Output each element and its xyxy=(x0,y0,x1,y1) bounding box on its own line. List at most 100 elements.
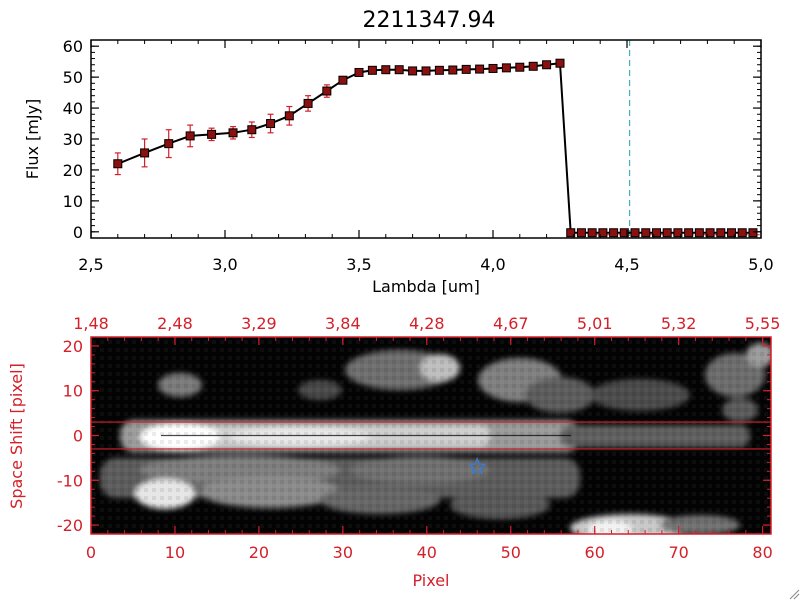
data-point xyxy=(641,228,651,238)
data-point xyxy=(475,64,485,74)
y-tick-label: 30 xyxy=(63,130,83,149)
wavelength-tick-label: 2,48 xyxy=(157,314,193,333)
pixel-tick-label: 50 xyxy=(501,543,521,562)
data-point xyxy=(228,128,238,138)
data-point xyxy=(694,228,704,238)
wavelength-top-axis: 1,48 2,48 3,29 3,84 4,28 4,67 5,01 5,32 5,55 xyxy=(73,314,780,345)
data-point xyxy=(662,228,672,238)
data-point xyxy=(448,65,458,75)
data-point xyxy=(684,228,694,238)
star-icon xyxy=(467,457,487,475)
data-point xyxy=(673,228,683,238)
data-point xyxy=(284,111,294,121)
data-point xyxy=(421,66,431,76)
data-point xyxy=(488,63,498,73)
data-point xyxy=(140,148,150,158)
space-shift-axis: -20 -10 0 10 20 xyxy=(57,336,771,535)
data-point xyxy=(716,228,726,238)
pixel-tick-label: 60 xyxy=(585,543,605,562)
pixel-tick-label: 30 xyxy=(333,543,353,562)
top-y-axis: 0 10 20 30 40 50 60 xyxy=(63,37,761,242)
data-point xyxy=(434,65,444,75)
pixel-tick-label: 80 xyxy=(752,543,772,562)
data-point xyxy=(542,60,552,70)
top-y-axis-label: Flux [mJy] xyxy=(23,99,42,180)
extraction-aperture xyxy=(91,421,771,450)
data-point xyxy=(576,228,586,238)
data-point xyxy=(381,65,391,75)
data-point xyxy=(528,61,538,71)
x-tick-label: 2,5 xyxy=(78,255,103,274)
y-tick-label: 20 xyxy=(63,161,83,180)
bottom-x-axis-label: Pixel xyxy=(412,571,449,590)
x-tick-label: 4,5 xyxy=(614,255,639,274)
data-point xyxy=(266,119,276,129)
spectrum-plot: 2,5 3,0 3,5 4,0 4,5 5,0 0 10 20 30 40 50 60 xyxy=(63,37,774,274)
wavelength-tick-label: 1,48 xyxy=(73,314,109,333)
bottom-y-axis-label: Space Shift [pixel] xyxy=(7,363,26,509)
data-point xyxy=(394,65,404,75)
data-point xyxy=(207,129,217,139)
data-point xyxy=(705,228,715,238)
resize-grip-icon[interactable] xyxy=(788,588,800,600)
wavelength-tick-label: 5,01 xyxy=(577,314,613,333)
x-tick-label: 4,0 xyxy=(480,255,505,274)
data-point xyxy=(354,67,364,77)
data-point xyxy=(113,159,123,169)
data-point xyxy=(748,228,758,238)
data-point xyxy=(515,62,525,72)
spectral-image-plot: 0 10 20 30 40 50 60 70 80 1,48 2,48 3,29 3,84 4,28 4,… xyxy=(57,314,781,562)
data-point xyxy=(566,228,576,238)
x-tick-label: 3,0 xyxy=(212,255,237,274)
shift-tick-label: -10 xyxy=(57,471,83,490)
source-star-marker xyxy=(467,457,487,475)
pixel-tick-label: 10 xyxy=(165,543,185,562)
data-point xyxy=(598,228,608,238)
shift-tick-label: 20 xyxy=(63,337,83,356)
spectral-image xyxy=(91,337,771,534)
top-x-axis: 2,5 3,0 3,5 4,0 4,5 5,0 xyxy=(78,40,774,274)
wavelength-tick-label: 5,32 xyxy=(661,314,697,333)
data-point xyxy=(727,228,737,238)
data-point xyxy=(185,131,195,141)
wavelength-tick-label: 4,28 xyxy=(409,314,445,333)
wavelength-tick-label: 5,55 xyxy=(745,314,781,333)
data-point xyxy=(619,228,629,238)
pixel-tick-label: 0 xyxy=(86,543,96,562)
y-tick-label: 10 xyxy=(63,192,83,211)
y-tick-label: 0 xyxy=(73,223,83,242)
chart-title: 2211347.94 xyxy=(363,8,496,33)
flux-line xyxy=(117,62,753,234)
pixel-axis: 0 10 20 30 40 50 60 70 80 xyxy=(86,526,773,562)
data-point xyxy=(555,58,565,68)
shift-tick-label: 0 xyxy=(73,427,83,446)
pixel-tick-label: 20 xyxy=(249,543,269,562)
data-point xyxy=(164,139,174,149)
wavelength-tick-label: 3,29 xyxy=(241,314,277,333)
data-point xyxy=(408,66,418,76)
flux-series xyxy=(113,58,761,238)
data-point xyxy=(587,228,597,238)
data-point xyxy=(461,64,471,74)
x-tick-label: 5,0 xyxy=(748,255,773,274)
x-tick-label: 3,5 xyxy=(346,255,371,274)
shift-tick-label: 10 xyxy=(63,382,83,401)
data-point xyxy=(651,228,661,238)
data-point xyxy=(338,75,348,85)
data-point xyxy=(303,98,313,108)
data-point xyxy=(630,228,640,238)
data-point xyxy=(737,228,747,238)
wavelength-tick-label: 3,84 xyxy=(325,314,361,333)
top-x-axis-label: Lambda [um] xyxy=(372,277,480,296)
pixel-tick-label: 70 xyxy=(668,543,688,562)
data-point xyxy=(367,65,377,75)
data-point xyxy=(501,63,511,73)
pixel-tick-label: 40 xyxy=(417,543,437,562)
wavelength-tick-label: 4,67 xyxy=(493,314,529,333)
shift-tick-label: -20 xyxy=(57,516,83,535)
y-tick-label: 40 xyxy=(63,99,83,118)
data-point xyxy=(609,228,619,238)
y-tick-label: 50 xyxy=(63,68,83,87)
data-point xyxy=(247,125,257,135)
